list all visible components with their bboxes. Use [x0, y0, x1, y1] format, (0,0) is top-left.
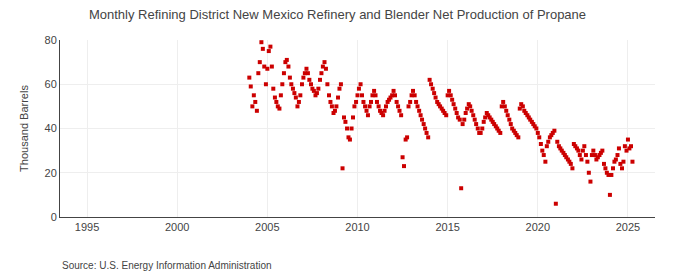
svg-text:20: 20 — [45, 167, 57, 179]
svg-text:80: 80 — [45, 34, 57, 46]
svg-text:Monthly Refining District New: Monthly Refining District New Mexico Ref… — [89, 7, 586, 22]
svg-text:2010: 2010 — [345, 221, 369, 233]
svg-text:2005: 2005 — [255, 221, 279, 233]
svg-text:60: 60 — [45, 78, 57, 90]
svg-text:2020: 2020 — [526, 221, 550, 233]
svg-text:0: 0 — [51, 211, 57, 223]
svg-text:40: 40 — [45, 122, 57, 134]
svg-text:2000: 2000 — [165, 221, 189, 233]
svg-text:2025: 2025 — [616, 221, 640, 233]
svg-text:Thousand Barrels: Thousand Barrels — [18, 85, 30, 172]
svg-text:2015: 2015 — [435, 221, 459, 233]
svg-text:Source: U.S. Energy Informatio: Source: U.S. Energy Information Administ… — [62, 260, 272, 271]
svg-text:1995: 1995 — [75, 221, 99, 233]
